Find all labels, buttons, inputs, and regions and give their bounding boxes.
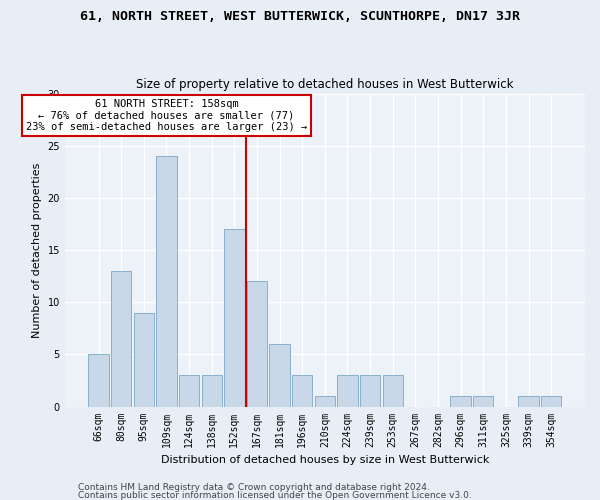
- Bar: [292, 376, 313, 406]
- Bar: [314, 396, 335, 406]
- Bar: [247, 282, 267, 406]
- Bar: [383, 376, 403, 406]
- X-axis label: Distribution of detached houses by size in West Butterwick: Distribution of detached houses by size …: [161, 455, 489, 465]
- Text: Contains HM Land Registry data © Crown copyright and database right 2024.: Contains HM Land Registry data © Crown c…: [78, 484, 430, 492]
- Bar: [88, 354, 109, 406]
- Text: 61 NORTH STREET: 158sqm
← 76% of detached houses are smaller (77)
23% of semi-de: 61 NORTH STREET: 158sqm ← 76% of detache…: [26, 99, 307, 132]
- Bar: [451, 396, 471, 406]
- Bar: [134, 312, 154, 406]
- Bar: [473, 396, 493, 406]
- Bar: [179, 376, 199, 406]
- Bar: [541, 396, 562, 406]
- Bar: [224, 229, 245, 406]
- Bar: [360, 376, 380, 406]
- Text: Contains public sector information licensed under the Open Government Licence v3: Contains public sector information licen…: [78, 490, 472, 500]
- Bar: [156, 156, 176, 406]
- Bar: [269, 344, 290, 406]
- Text: 61, NORTH STREET, WEST BUTTERWICK, SCUNTHORPE, DN17 3JR: 61, NORTH STREET, WEST BUTTERWICK, SCUNT…: [80, 10, 520, 23]
- Title: Size of property relative to detached houses in West Butterwick: Size of property relative to detached ho…: [136, 78, 514, 91]
- Y-axis label: Number of detached properties: Number of detached properties: [32, 162, 42, 338]
- Bar: [111, 271, 131, 406]
- Bar: [202, 376, 222, 406]
- Bar: [518, 396, 539, 406]
- Bar: [337, 376, 358, 406]
